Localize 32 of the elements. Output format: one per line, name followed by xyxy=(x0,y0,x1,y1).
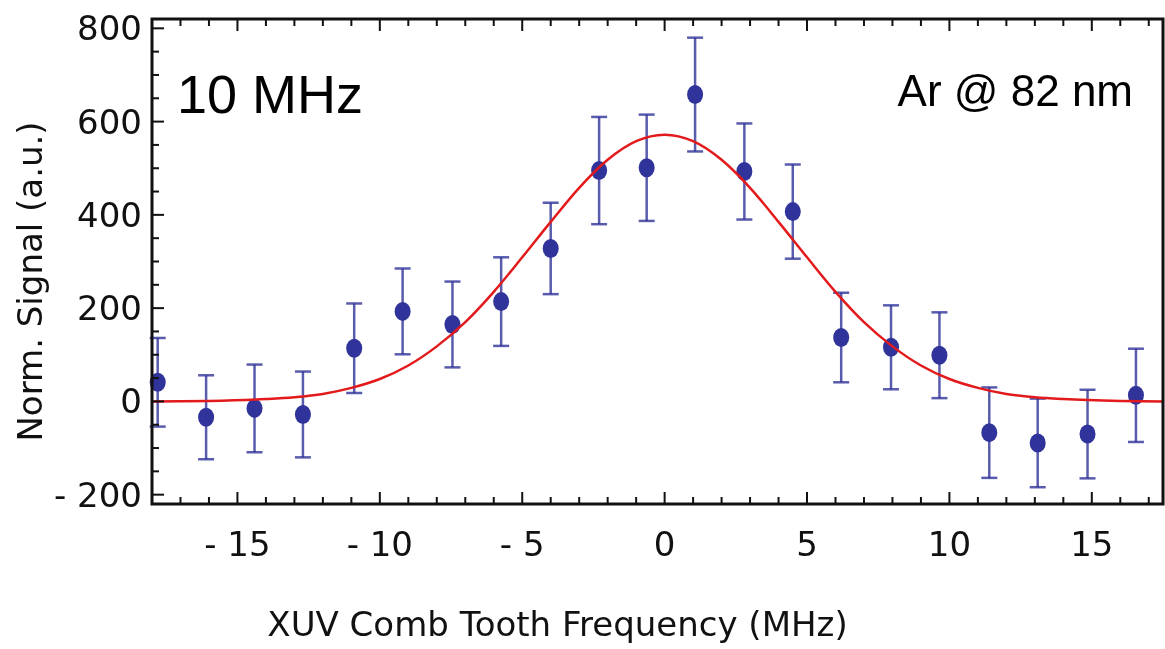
x-tick-label: 10 xyxy=(927,524,972,564)
y-tick-label: 0 xyxy=(120,381,142,422)
point xyxy=(198,407,215,427)
point xyxy=(833,328,850,348)
point xyxy=(346,338,363,358)
point xyxy=(1029,433,1046,453)
annotation: Ar @ 82 nm xyxy=(897,66,1133,115)
point xyxy=(394,301,411,321)
x-tick-label: 15 xyxy=(1070,524,1114,564)
point xyxy=(687,85,704,105)
x-tick-label: - 5 xyxy=(499,524,545,564)
y-axis-title: Norm. Signal (a.u.) xyxy=(10,121,50,442)
y-tick-label: 400 xyxy=(77,194,142,235)
point xyxy=(294,404,311,424)
point xyxy=(1079,424,1096,444)
x-tick-label: - 15 xyxy=(204,524,271,564)
point xyxy=(931,345,948,365)
point xyxy=(981,423,998,443)
point xyxy=(784,202,801,222)
y-tick-label: - 200 xyxy=(54,474,142,515)
y-tick-label: 800 xyxy=(77,8,142,49)
x-tick-label: - 10 xyxy=(346,524,413,564)
x-tick-label: 0 xyxy=(653,524,676,564)
annotation: 10 MHz xyxy=(177,64,364,124)
point xyxy=(638,158,655,178)
point xyxy=(246,398,263,418)
x-axis-title: XUV Comb Tooth Frequency (MHz) xyxy=(267,604,848,644)
x-tick-label: 5 xyxy=(796,524,818,564)
point xyxy=(542,238,559,258)
point xyxy=(493,292,510,312)
y-tick-label: 200 xyxy=(77,288,142,329)
y-tick-label: 600 xyxy=(77,101,142,142)
